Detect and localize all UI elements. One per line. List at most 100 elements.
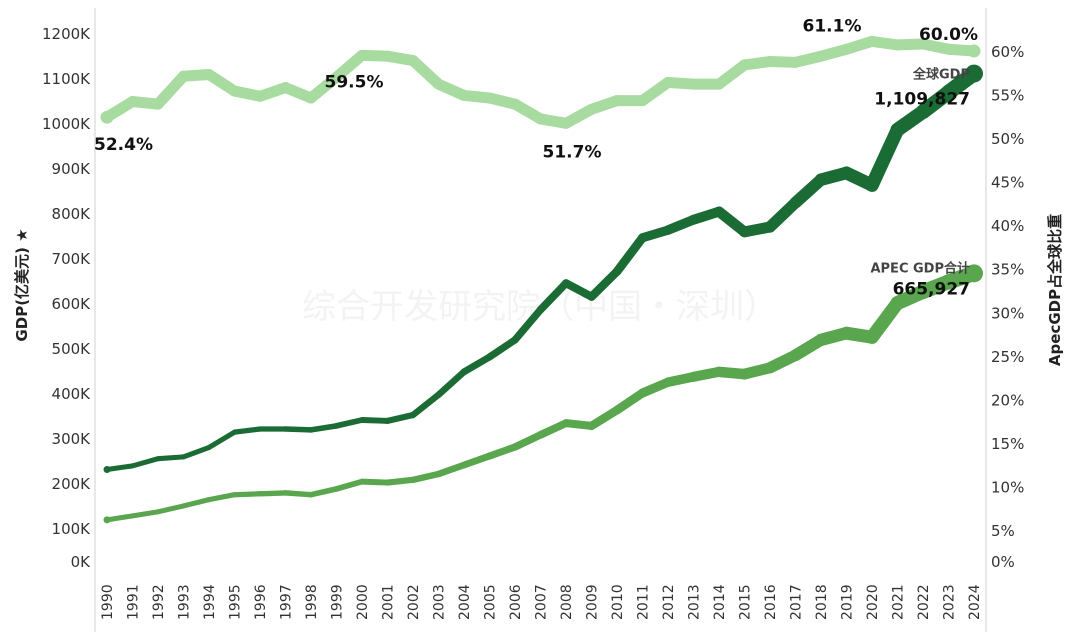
end-point [965, 264, 983, 283]
line-segment [359, 417, 391, 424]
line-segment [561, 419, 596, 430]
line-segment [331, 49, 368, 83]
x-tick-label: 2012 [661, 584, 677, 620]
line-segment [282, 426, 314, 433]
line-segment [865, 296, 905, 344]
line-segment [865, 122, 905, 192]
series-end-label: 全球GDP [912, 67, 970, 83]
line-segment [536, 419, 570, 439]
left-tick-label: 600K [52, 295, 92, 313]
x-tick-label: 2020 [865, 584, 881, 620]
x-tick-label: 2021 [891, 584, 907, 620]
line-segment [180, 497, 212, 509]
line-segment [384, 476, 417, 486]
line-segment [231, 491, 263, 498]
start-point [103, 516, 111, 524]
series-lines [100, 35, 983, 524]
left-tick-label: 400K [52, 385, 92, 403]
share-annotation: 61.1% [803, 16, 862, 36]
x-tick-label: 1994 [202, 584, 218, 620]
x-tick-label: 2003 [432, 584, 448, 620]
right-axis-ticks: 0% 5% 10% 15% 20% 25% 30% 35% 40% 45% 50% 55% 60% [991, 43, 1024, 571]
right-tick-label: 60% [991, 43, 1024, 61]
line-segment [409, 391, 442, 419]
line-segment [206, 492, 238, 503]
line-segment [308, 423, 340, 433]
x-tick-label: 2004 [457, 584, 473, 620]
x-tick-label: 1991 [126, 584, 142, 620]
x-tick-label: 2010 [610, 584, 626, 620]
right-tick-label: 35% [991, 261, 1024, 279]
right-axis-title: ApecGDP占全球比重 [1046, 214, 1064, 366]
x-tick-label: 2009 [585, 584, 601, 620]
left-axis-ticks: 0K 100K 200K 300K 400K 500K 600K 700K 800K 900K 10… [42, 25, 91, 571]
right-tick-label: 50% [991, 130, 1024, 148]
line-segment [511, 431, 545, 451]
x-tick-label: 2015 [738, 584, 754, 620]
line-segment [359, 478, 391, 486]
right-tick-label: 40% [991, 217, 1024, 235]
left-tick-label: 300K [52, 430, 92, 448]
left-tick-label: 800K [52, 205, 92, 223]
left-tick-label: 100K [52, 520, 92, 538]
right-tick-label: 25% [991, 348, 1024, 366]
line-segment [587, 405, 622, 431]
x-tick-label: 1999 [330, 584, 346, 620]
left-tick-label: 1200K [42, 25, 91, 43]
line-segment [612, 388, 647, 415]
line-segment [206, 429, 238, 451]
x-axis-ticks: 1990 1991 1992 1993 1994 1995 1996 1997 1998 1999… [100, 584, 983, 620]
x-tick-label: 2022 [916, 584, 932, 620]
line-segment [587, 267, 622, 301]
line-segment [435, 461, 468, 478]
series-2-line [100, 35, 981, 129]
line-segment [155, 503, 187, 515]
line-segment [460, 353, 493, 376]
right-tick-label: 5% [991, 522, 1015, 540]
x-tick-label: 2024 [967, 584, 983, 620]
line-segment [257, 490, 289, 497]
share-annotation: 51.7% [543, 142, 602, 162]
left-tick-label: 0K [71, 553, 92, 571]
line-segment [129, 456, 161, 469]
left-tick-label: 1000K [42, 115, 91, 133]
line-segment [561, 279, 596, 301]
left-tick-label: 1100K [42, 70, 91, 88]
share-annotation: 60.0% [919, 25, 978, 45]
x-tick-label: 2002 [406, 584, 422, 620]
left-tick-label: 700K [52, 250, 92, 268]
line-segment [308, 486, 340, 498]
series-0-line [103, 64, 983, 473]
x-tick-label: 2007 [534, 584, 550, 620]
annotations: 52.4% 59.5% 51.7% 61.1% 60.0% 全球GDP 1,109,827 A… [94, 16, 978, 299]
start-point [100, 110, 114, 124]
line-segment [409, 470, 442, 484]
line-segment [129, 509, 161, 519]
x-tick-label: 2018 [814, 584, 830, 620]
x-tick-label: 2011 [636, 584, 652, 620]
x-tick-label: 1995 [228, 584, 244, 620]
series-1-line [103, 264, 983, 524]
line-segment [282, 490, 314, 498]
left-tick-label: 200K [52, 475, 92, 493]
x-tick-label: 1997 [279, 584, 295, 620]
x-tick-label: 2005 [483, 584, 499, 620]
left-tick-label: 900K [52, 160, 92, 178]
line-segment [231, 426, 263, 435]
line-segment [460, 452, 493, 469]
right-tick-label: 20% [991, 391, 1024, 409]
x-tick-label: 2019 [840, 584, 856, 620]
x-tick-label: 1998 [304, 584, 320, 620]
x-tick-label: 2006 [508, 584, 524, 620]
share-annotation: 52.4% [94, 135, 153, 155]
series-end-value: 665,927 [893, 279, 970, 299]
share-annotation: 59.5% [325, 72, 384, 92]
end-point [965, 64, 983, 83]
right-tick-label: 10% [991, 478, 1024, 496]
line-segment [333, 478, 365, 492]
right-tick-label: 45% [991, 174, 1024, 192]
line-segment [152, 70, 189, 110]
line-segment [536, 279, 570, 314]
end-point [967, 44, 981, 58]
